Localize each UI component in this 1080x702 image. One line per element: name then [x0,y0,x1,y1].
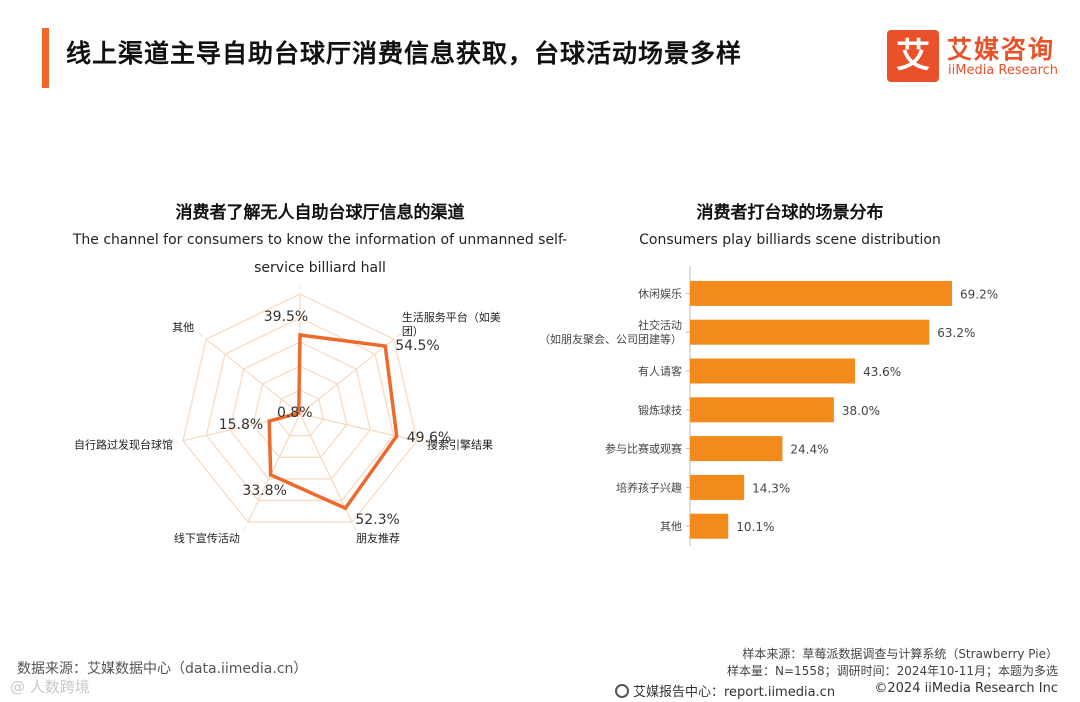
page-title: 线上渠道主导自助台球厅消费信息获取，台球活动场景多样 [66,39,743,68]
radar-axis [205,338,301,415]
bar-value-label: 69.2% [960,287,998,301]
sample-info: 样本量：N=1558；调研时间：2024年10-11月；本题为多选 [727,664,1058,678]
radar-axis-arrow [242,526,247,533]
bar-category-label: 休闲娱乐 [638,286,682,300]
radar-category-label: 线下宣传活动 [174,531,240,545]
radar-chart-title: 消费者了解无人自助台球厅信息的渠道 [175,203,465,223]
copyright: ©2024 iiMedia Research Inc [874,681,1058,696]
radar-chart-subtitle: The channel for consumers to know the in… [72,232,568,276]
bar [690,319,930,345]
bar-category-label: 培养孩子兴趣 [616,480,682,494]
radar-grid-ring [252,365,348,458]
radar-value-label: 15.8% [219,417,263,433]
report-center[interactable]: 艾媒报告中心：report.iimedia.cn [615,681,835,700]
bar-value-label: 38.0% [842,404,880,418]
radar-category-label: 团） [402,325,424,338]
radar-category-label: 朋友推荐 [356,531,400,545]
bar-chart-subtitle: Consumers play billiards scene distribut… [639,232,941,248]
radar-axis-arrow [196,331,203,337]
bar [690,513,729,539]
radar-category-label: 搜索引擎结果 [427,438,493,452]
radar-axis-arrow [421,441,429,444]
bar [690,397,834,423]
bar-chart: 69.2% 休闲娱乐 63.2% 社交活动（如朋友聚会、公司团建等） 43.6% 有人请客… [539,266,998,546]
report-center-text: 艾媒报告中心：report.iimedia.cn [633,685,836,700]
bar [690,436,783,462]
radar-value-label: 33.8% [242,483,286,499]
radar-axis [299,413,353,523]
bar-value-label: 63.2% [937,326,975,340]
radar-value-label: 0.8% [277,405,313,421]
bar-category-label: 有人请客 [638,364,682,378]
bar [690,358,856,384]
radar-axis-arrow [397,331,404,337]
data-source: 数据来源：艾媒数据中心（data.iimedia.cn） [17,661,308,677]
radar-grid-ring [229,341,371,480]
bar-value-label: 14.3% [752,481,790,495]
radar-grid-ring [205,317,395,502]
radar-category-label: 自行路过发现台球馆 [74,438,173,452]
bar-category-label: 锻炼球技 [638,403,682,417]
radar-axis [247,413,301,523]
bar-category-label: 其他 [660,520,682,533]
bar [690,474,745,500]
radar-axis-arrow [171,441,179,444]
bar-value-label: 10.1% [736,520,774,534]
bar-category-label: 社交活动 [638,318,682,332]
radar-series-line [267,333,399,511]
radar-axis-arrow [353,526,358,533]
radar-axis [299,338,395,415]
bar [690,280,952,306]
radar-axis-arrow [299,282,301,290]
radar-category-label: 其他 [172,321,194,334]
logo-name-en: iiMedia Research [948,63,1059,78]
radar-grid-ring [182,293,418,523]
bar-value-label: 43.6% [863,365,901,379]
logo-mark: 艾 [887,30,939,82]
radar-value-label: 39.5% [264,309,308,325]
bar-category-label: 参与比赛或观赛 [605,442,682,456]
radar-value-label: 49.6% [407,430,451,446]
title-accent-bar [42,28,49,88]
radar-grid-ring [275,389,325,437]
bar-value-label: 24.4% [790,443,828,457]
watermark: @ 人数跨境 [10,678,90,696]
radar-category-label: 生活服务平台（如美 [402,310,501,324]
iimedia-logo: 艾 艾媒咨询 iiMedia Research [887,30,1062,82]
radar-chart: 39.5%54.5%49.6%52.3%33.8%15.8%0.8%社交媒体广告… [74,282,501,545]
logo-name-cn: 艾媒咨询 [947,35,1056,64]
bar-category-label: （如朋友聚会、公司团建等） [539,332,682,346]
radar-value-label: 52.3% [355,512,399,528]
sample-source: 样本来源：草莓派数据调查与计算系统（Strawberry Pie） [742,647,1058,661]
radar-value-label: 54.5% [395,338,439,354]
globe-icon [615,684,629,698]
bar-chart-title: 消费者打台球的场景分布 [696,203,884,223]
